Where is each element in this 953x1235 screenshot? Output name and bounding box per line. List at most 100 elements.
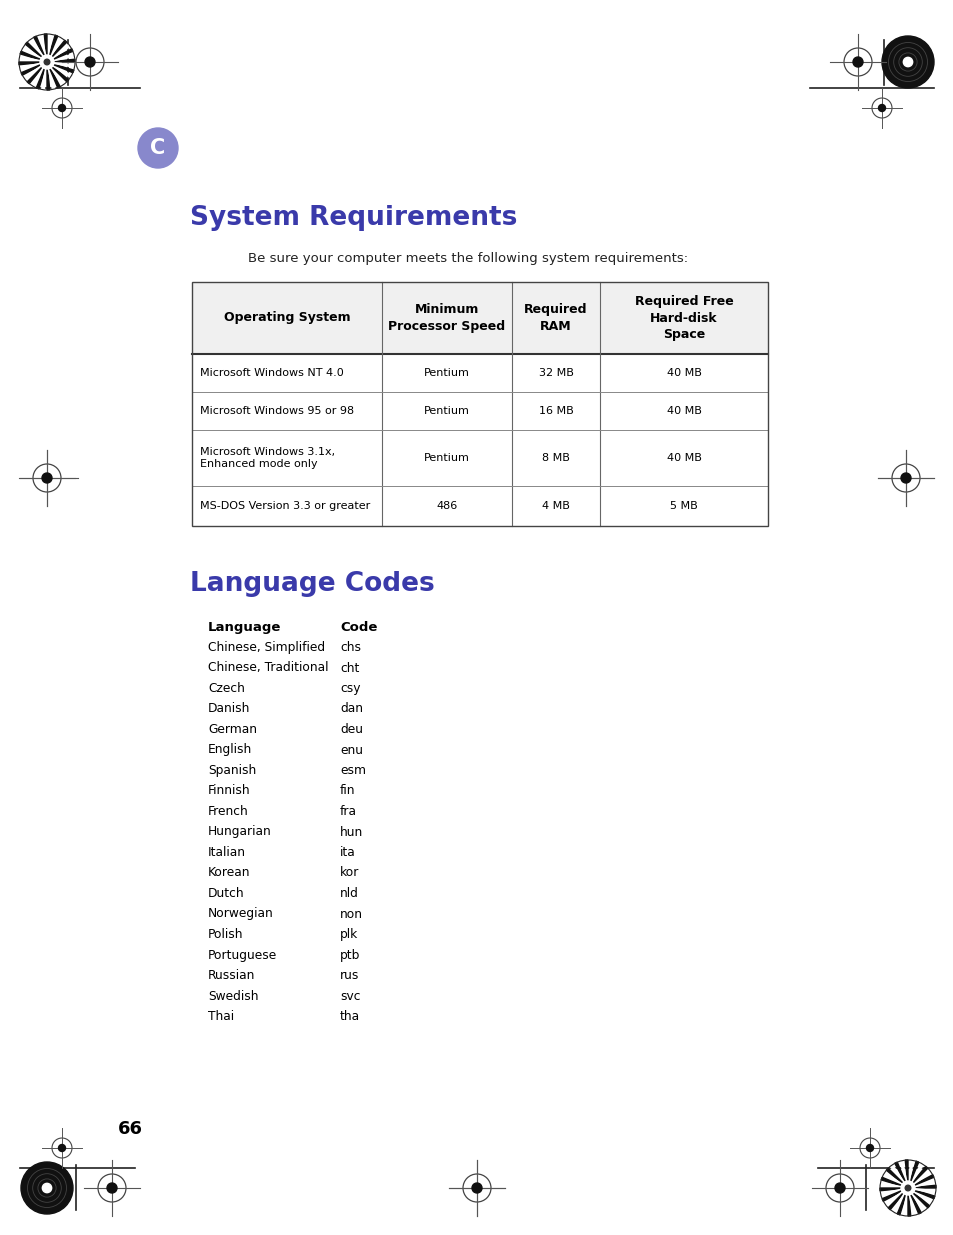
Text: svc: svc bbox=[339, 989, 360, 1003]
Text: French: French bbox=[208, 805, 249, 818]
Polygon shape bbox=[39, 35, 47, 62]
Polygon shape bbox=[907, 1188, 935, 1193]
Circle shape bbox=[882, 36, 933, 88]
Text: esm: esm bbox=[339, 764, 366, 777]
Polygon shape bbox=[22, 47, 47, 62]
Text: Swedish: Swedish bbox=[208, 989, 258, 1003]
Polygon shape bbox=[904, 1160, 907, 1188]
Polygon shape bbox=[47, 62, 55, 89]
Text: tha: tha bbox=[339, 1010, 359, 1023]
Polygon shape bbox=[47, 44, 71, 62]
Polygon shape bbox=[47, 54, 74, 62]
Circle shape bbox=[878, 105, 884, 111]
Text: System Requirements: System Requirements bbox=[190, 205, 517, 231]
Text: Microsoft Windows 3.1x,
Enhanced mode only: Microsoft Windows 3.1x, Enhanced mode on… bbox=[200, 447, 335, 469]
Polygon shape bbox=[891, 1188, 907, 1213]
Polygon shape bbox=[19, 62, 47, 64]
Text: Required Free
Hard-disk
Space: Required Free Hard-disk Space bbox=[634, 295, 733, 341]
Polygon shape bbox=[880, 1183, 907, 1188]
Polygon shape bbox=[907, 1188, 932, 1204]
Circle shape bbox=[58, 105, 66, 111]
Polygon shape bbox=[47, 36, 57, 62]
Polygon shape bbox=[907, 1188, 910, 1216]
Polygon shape bbox=[880, 1188, 907, 1197]
Polygon shape bbox=[883, 1188, 907, 1205]
Circle shape bbox=[900, 1181, 914, 1195]
Polygon shape bbox=[47, 62, 65, 85]
Text: rus: rus bbox=[339, 969, 359, 982]
Circle shape bbox=[902, 57, 912, 67]
Text: Portuguese: Portuguese bbox=[208, 948, 277, 962]
Polygon shape bbox=[47, 41, 67, 62]
Text: English: English bbox=[208, 743, 252, 757]
Polygon shape bbox=[19, 62, 47, 70]
Text: Czech: Czech bbox=[208, 682, 245, 695]
Polygon shape bbox=[47, 62, 69, 82]
Polygon shape bbox=[887, 1188, 907, 1209]
Text: Pentium: Pentium bbox=[424, 368, 470, 378]
Bar bbox=[192, 282, 767, 354]
Text: ptb: ptb bbox=[339, 948, 360, 962]
Text: Chinese, Traditional: Chinese, Traditional bbox=[208, 662, 328, 674]
Polygon shape bbox=[47, 35, 52, 62]
Polygon shape bbox=[26, 42, 47, 62]
Text: csy: csy bbox=[339, 682, 360, 695]
Polygon shape bbox=[882, 1172, 907, 1188]
Circle shape bbox=[472, 1183, 481, 1193]
Polygon shape bbox=[894, 1162, 907, 1188]
Polygon shape bbox=[47, 62, 73, 73]
Text: Polish: Polish bbox=[208, 927, 243, 941]
Polygon shape bbox=[33, 36, 47, 62]
Polygon shape bbox=[47, 37, 63, 62]
Polygon shape bbox=[885, 1168, 907, 1188]
Polygon shape bbox=[899, 1161, 907, 1188]
Circle shape bbox=[58, 1145, 66, 1151]
Polygon shape bbox=[907, 1166, 927, 1188]
Circle shape bbox=[40, 56, 54, 69]
Polygon shape bbox=[20, 52, 47, 62]
Text: Microsoft Windows NT 4.0: Microsoft Windows NT 4.0 bbox=[200, 368, 343, 378]
Polygon shape bbox=[47, 62, 74, 68]
Text: 486: 486 bbox=[436, 501, 457, 511]
Text: Operating System: Operating System bbox=[223, 311, 350, 325]
Circle shape bbox=[42, 473, 52, 483]
Circle shape bbox=[904, 1186, 910, 1191]
Text: 4 MB: 4 MB bbox=[541, 501, 569, 511]
Text: kor: kor bbox=[339, 867, 359, 879]
Text: C: C bbox=[151, 138, 166, 158]
Polygon shape bbox=[47, 59, 75, 62]
Text: Korean: Korean bbox=[208, 867, 251, 879]
Text: Danish: Danish bbox=[208, 703, 250, 715]
Polygon shape bbox=[30, 38, 47, 62]
Polygon shape bbox=[882, 1188, 907, 1202]
Polygon shape bbox=[42, 62, 47, 90]
Text: Italian: Italian bbox=[208, 846, 246, 860]
Polygon shape bbox=[28, 62, 47, 84]
Text: Language Codes: Language Codes bbox=[190, 571, 435, 597]
Polygon shape bbox=[907, 1161, 918, 1188]
Text: fin: fin bbox=[339, 784, 355, 798]
Text: Hungarian: Hungarian bbox=[208, 825, 272, 839]
Text: Thai: Thai bbox=[208, 1010, 233, 1023]
Polygon shape bbox=[44, 35, 47, 62]
Text: MS-DOS Version 3.3 or greater: MS-DOS Version 3.3 or greater bbox=[200, 501, 370, 511]
Text: dan: dan bbox=[339, 703, 363, 715]
Bar bbox=[192, 282, 767, 526]
Circle shape bbox=[865, 1145, 873, 1151]
Polygon shape bbox=[907, 1163, 923, 1188]
Circle shape bbox=[21, 1162, 73, 1214]
Polygon shape bbox=[907, 1188, 928, 1208]
Circle shape bbox=[42, 1183, 51, 1193]
Circle shape bbox=[900, 473, 910, 483]
Polygon shape bbox=[24, 62, 47, 80]
Polygon shape bbox=[36, 62, 47, 89]
Polygon shape bbox=[19, 57, 47, 62]
Text: 66: 66 bbox=[118, 1120, 143, 1137]
Text: Pentium: Pentium bbox=[424, 406, 470, 416]
Text: Code: Code bbox=[339, 621, 377, 634]
Polygon shape bbox=[907, 1188, 934, 1199]
Text: Spanish: Spanish bbox=[208, 764, 256, 777]
Polygon shape bbox=[897, 1188, 907, 1215]
Text: 40 MB: 40 MB bbox=[666, 368, 700, 378]
Text: Russian: Russian bbox=[208, 969, 255, 982]
